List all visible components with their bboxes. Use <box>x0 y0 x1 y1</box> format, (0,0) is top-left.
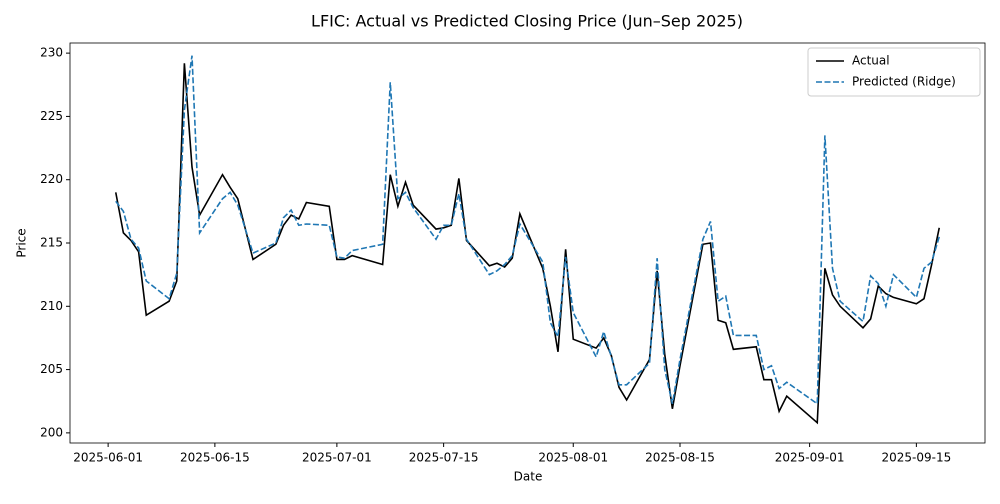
y-tick-label: 205 <box>40 362 63 376</box>
series-line <box>115 55 941 406</box>
x-axis-label: Date <box>514 470 543 484</box>
x-tick-label: 2025-07-01 <box>302 451 372 465</box>
x-tick-label: 2025-09-15 <box>882 451 952 465</box>
y-axis-label: Price <box>15 228 29 257</box>
x-tick-label: 2025-07-15 <box>409 451 479 465</box>
y-tick-label: 230 <box>40 46 63 60</box>
legend-label: Actual <box>852 54 890 68</box>
y-tick-label: 225 <box>40 109 63 123</box>
chart-title: LFIC: Actual vs Predicted Closing Price … <box>311 12 743 31</box>
y-tick-label: 210 <box>40 299 63 313</box>
x-tick-label: 2025-08-01 <box>538 451 608 465</box>
x-tick-label: 2025-09-01 <box>775 451 845 465</box>
y-tick-label: 215 <box>40 236 63 250</box>
plot-frame <box>69 42 986 444</box>
legend-box <box>807 47 981 97</box>
x-tick-label: 2025-08-15 <box>645 451 715 465</box>
x-tick-label: 2025-06-01 <box>73 451 143 465</box>
legend-label: Predicted (Ridge) <box>852 75 956 89</box>
x-tick-label: 2025-06-15 <box>180 451 250 465</box>
y-tick-label: 220 <box>40 172 63 186</box>
y-tick-label: 200 <box>40 425 63 439</box>
